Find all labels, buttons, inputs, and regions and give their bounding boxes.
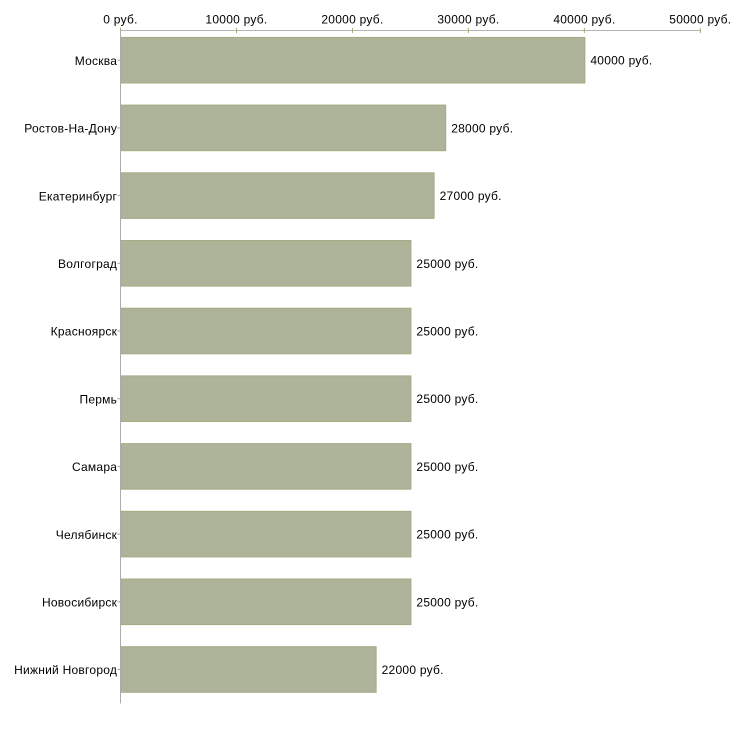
svg-text:Самара: Самара — [72, 460, 117, 474]
svg-text:Нижний Новгород: Нижний Новгород — [14, 663, 117, 677]
svg-text:25000 руб.: 25000 руб. — [416, 392, 478, 406]
svg-text:10000 руб.: 10000 руб. — [205, 13, 267, 27]
svg-text:Москва: Москва — [75, 54, 118, 68]
svg-text:0 руб.: 0 руб. — [103, 13, 137, 27]
svg-text:25000 руб.: 25000 руб. — [416, 460, 478, 474]
svg-text:Челябинск: Челябинск — [56, 528, 118, 542]
svg-text:28000 руб.: 28000 руб. — [451, 121, 513, 135]
svg-text:27000 руб.: 27000 руб. — [440, 189, 502, 203]
svg-text:25000 руб.: 25000 руб. — [416, 528, 478, 542]
svg-text:40000 руб.: 40000 руб. — [553, 13, 615, 27]
svg-text:Красноярск: Красноярск — [51, 325, 118, 339]
svg-text:Ростов-На-Дону: Ростов-На-Дону — [24, 122, 117, 136]
svg-text:Екатеринбург: Екатеринбург — [39, 189, 118, 203]
svg-text:22000 руб.: 22000 руб. — [382, 663, 444, 677]
svg-text:25000 руб.: 25000 руб. — [416, 325, 478, 339]
svg-text:Новосибирск: Новосибирск — [42, 596, 118, 610]
svg-text:Пермь: Пермь — [79, 392, 117, 406]
svg-text:30000 руб.: 30000 руб. — [437, 13, 499, 27]
svg-text:20000 руб.: 20000 руб. — [321, 13, 383, 27]
svg-text:Волгоград: Волгоград — [58, 257, 117, 271]
svg-text:25000 руб.: 25000 руб. — [416, 595, 478, 609]
svg-text:40000 руб.: 40000 руб. — [590, 54, 652, 68]
svg-text:25000 руб.: 25000 руб. — [416, 257, 478, 271]
svg-text:50000 руб.: 50000 руб. — [669, 13, 730, 27]
